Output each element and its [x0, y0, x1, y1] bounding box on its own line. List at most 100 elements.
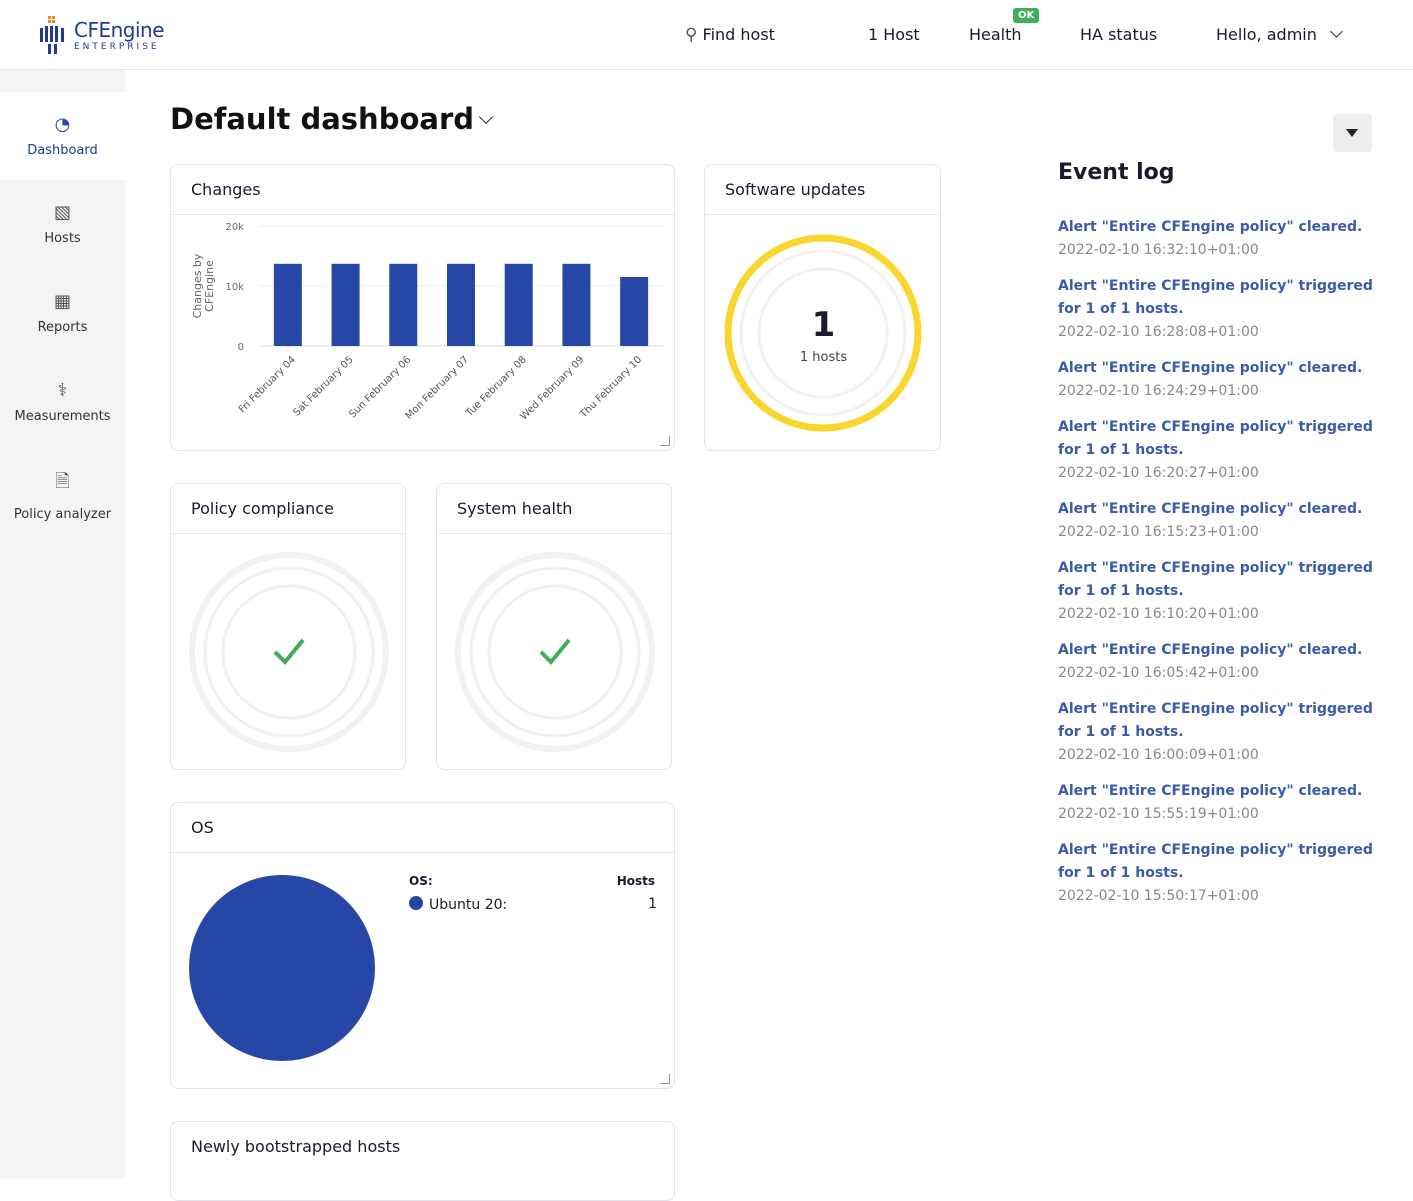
event-link[interactable]: Alert "Entire CFEngine policy" triggered…	[1058, 701, 1373, 740]
widget-title: Software updates	[705, 165, 940, 215]
event-log-list: Alert "Entire CFEngine policy" cleared. 2…	[1058, 216, 1388, 921]
top-bar: CFEngine ENTERPRISE ⚲ Find host 1 Host H…	[0, 0, 1413, 70]
event-timestamp: 2022-02-10 16:24:29+01:00	[1058, 383, 1259, 399]
event-log-title: Event log	[1058, 160, 1175, 185]
sidebar-item-label: Reports	[37, 320, 88, 335]
changes-bar-chart: 0 10k 20k Changes byCFEngine Fri February 04…	[191, 222, 663, 422]
dashboard-menu-button[interactable]	[1333, 114, 1372, 152]
sidebar-item-measurements[interactable]: ⚕ Measurements	[0, 358, 125, 446]
x-tick-label: Wed February 09	[519, 354, 587, 422]
search-icon: ⚲	[685, 25, 698, 45]
os-legend-row[interactable]: Ubuntu 20: 1	[409, 896, 657, 913]
policy-compliance-widget: Policy compliance	[170, 483, 406, 770]
legend-dot-icon	[409, 896, 423, 910]
health-link[interactable]: Health	[969, 25, 1022, 44]
logo-text: CFEngine	[74, 18, 165, 42]
event-timestamp: 2022-02-10 16:20:27+01:00	[1058, 465, 1259, 481]
changes-widget: Changes 0 10k 20k Changes byCFEngine Fri Feb…	[170, 164, 675, 451]
ha-status-link[interactable]: HA status	[1080, 25, 1158, 44]
event-link[interactable]: Alert "Entire CFEngine policy" triggered…	[1058, 560, 1373, 599]
sidebar-item-label: Measurements	[14, 409, 111, 424]
os-host-count: 1	[648, 896, 657, 912]
table-icon: ▦	[53, 291, 71, 312]
widget-title: Policy compliance	[171, 484, 405, 534]
cfengine-logo[interactable]: CFEngine ENTERPRISE	[40, 16, 165, 54]
check-icon	[455, 552, 655, 752]
find-host-button[interactable]: ⚲ Find host	[685, 25, 775, 45]
event-link[interactable]: Alert "Entire CFEngine policy" cleared.	[1058, 783, 1363, 799]
x-tick-label: Thu February 10	[578, 354, 645, 421]
logo-subtext: ENTERPRISE	[74, 42, 160, 52]
chevron-down-icon	[1330, 25, 1343, 38]
event-log-item: Alert "Entire CFEngine policy" cleared. 2…	[1058, 357, 1388, 402]
event-log-item: Alert "Entire CFEngine policy" triggered…	[1058, 557, 1388, 625]
event-link[interactable]: Alert "Entire CFEngine policy" cleared.	[1058, 501, 1363, 517]
sidebar-item-label: Policy analyzer	[13, 507, 112, 522]
y-axis-label: Changes byCFEngine	[191, 253, 216, 318]
event-timestamp: 2022-02-10 16:15:23+01:00	[1058, 524, 1259, 540]
y-tick-label: 10k	[225, 282, 244, 293]
system-health-widget: System health	[436, 483, 672, 770]
x-tick-label: Sat February 05	[291, 354, 355, 418]
event-log-item: Alert "Entire CFEngine policy" cleared. 2…	[1058, 498, 1388, 543]
dashboard-select-chevron-icon[interactable]	[478, 109, 494, 125]
event-log-item: Alert "Entire CFEngine policy" triggered…	[1058, 839, 1388, 907]
event-log-item: Alert "Entire CFEngine policy" triggered…	[1058, 275, 1388, 343]
event-timestamp: 2022-02-10 15:50:17+01:00	[1058, 888, 1259, 904]
event-link[interactable]: Alert "Entire CFEngine policy" triggered…	[1058, 842, 1373, 881]
sidebar-item-label: Hosts	[44, 231, 81, 246]
event-link[interactable]: Alert "Entire CFEngine policy" triggered…	[1058, 419, 1373, 458]
file-icon: 🗎	[55, 471, 70, 492]
software-updates-widget: Software updates 1 1 hosts	[704, 164, 941, 451]
event-timestamp: 2022-02-10 16:05:42+01:00	[1058, 665, 1259, 681]
event-timestamp: 2022-02-10 16:32:10+01:00	[1058, 242, 1259, 258]
sidebar-item-label: Dashboard	[27, 143, 98, 158]
os-pie-slice-ubuntu	[189, 875, 375, 1061]
widget-title: System health	[437, 484, 671, 534]
check-icon	[189, 552, 389, 752]
event-link[interactable]: Alert "Entire CFEngine policy" cleared.	[1058, 642, 1363, 658]
event-log-item: Alert "Entire CFEngine policy" triggered…	[1058, 416, 1388, 484]
newly-bootstrapped-widget: Newly bootstrapped hosts	[170, 1121, 675, 1201]
gauge-icon: ◔	[54, 114, 71, 135]
sidebar-item-hosts[interactable]: ▧ Hosts	[0, 180, 125, 268]
sidebar: ◔ Dashboard ▧ Hosts ▦ Reports ⚕ Measurements…	[0, 70, 125, 1179]
software-updates-unit: 1 hosts	[799, 350, 848, 365]
user-menu[interactable]: Hello, admin	[1216, 25, 1343, 44]
os-widget: OS OS: Hosts Ubuntu 20: 1	[170, 802, 675, 1089]
event-timestamp: 2022-02-10 15:55:19+01:00	[1058, 806, 1259, 822]
event-timestamp: 2022-02-10 16:10:20+01:00	[1058, 606, 1259, 622]
hosts-column-header: Hosts	[616, 874, 655, 888]
event-log-item: Alert "Entire CFEngine policy" cleared. 2…	[1058, 780, 1388, 825]
y-tick-label: 0	[238, 342, 244, 353]
event-log-item: Alert "Entire CFEngine policy" triggered…	[1058, 698, 1388, 766]
sidebar-item-dashboard[interactable]: ◔ Dashboard	[0, 92, 125, 180]
find-host-label: Find host	[702, 25, 775, 44]
caret-down-icon	[1346, 129, 1358, 137]
widget-title: Newly bootstrapped hosts	[191, 1137, 401, 1156]
widget-title: Changes	[171, 165, 674, 215]
software-updates-count: 1	[811, 305, 836, 345]
bar	[331, 263, 360, 346]
bar	[273, 263, 302, 346]
event-timestamp: 2022-02-10 16:28:08+01:00	[1058, 324, 1259, 340]
software-updates-gauge	[724, 234, 922, 432]
hierarchy-icon: ▧	[53, 202, 71, 223]
resize-handle[interactable]	[660, 1074, 670, 1084]
sidebar-item-reports[interactable]: ▦ Reports	[0, 269, 125, 357]
event-log-item: Alert "Entire CFEngine policy" cleared. 2…	[1058, 639, 1388, 684]
bar	[620, 277, 649, 346]
event-link[interactable]: Alert "Entire CFEngine policy" cleared.	[1058, 219, 1363, 235]
stethoscope-icon: ⚕	[57, 380, 68, 401]
bar	[447, 263, 475, 346]
event-link[interactable]: Alert "Entire CFEngine policy" cleared.	[1058, 360, 1363, 376]
y-tick-label: 20k	[225, 222, 244, 233]
event-link[interactable]: Alert "Entire CFEngine policy" triggered…	[1058, 278, 1373, 317]
logo-mark-icon	[40, 16, 64, 54]
os-column-header: OS:	[409, 874, 433, 888]
hosts-link[interactable]: 1 Host	[868, 25, 920, 44]
resize-handle[interactable]	[660, 436, 670, 446]
health-status-badge: OK	[1013, 8, 1040, 23]
widget-title: OS	[171, 803, 674, 853]
sidebar-item-policy-analyzer[interactable]: 🗎 Policy analyzer	[0, 447, 125, 535]
